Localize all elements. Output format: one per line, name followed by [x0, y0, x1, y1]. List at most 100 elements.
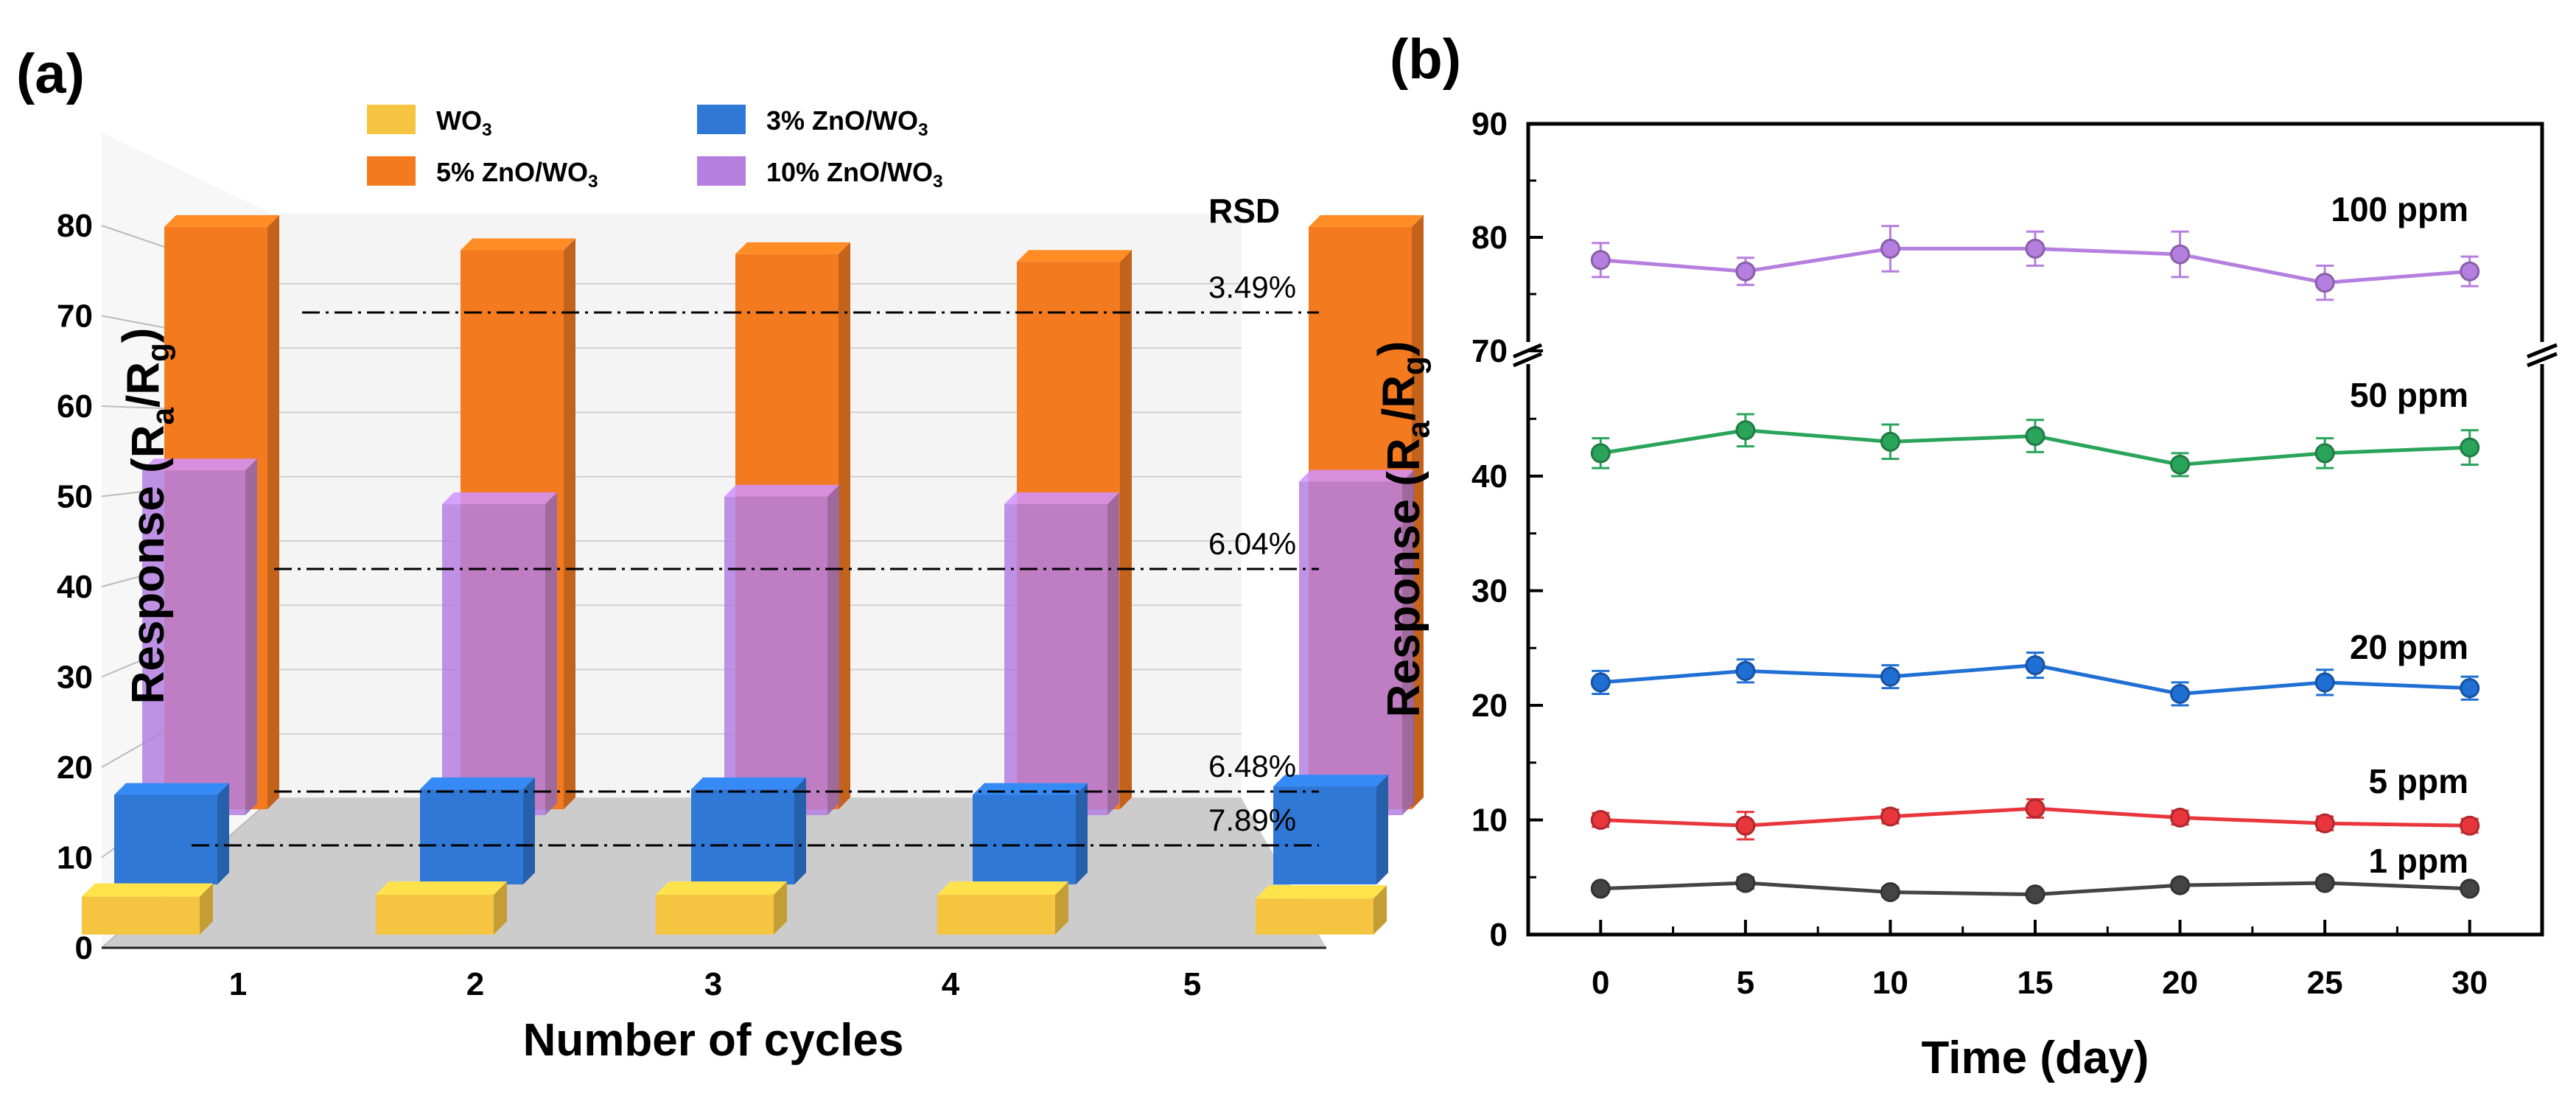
bar-3-zno-wo3-cycle-2 [420, 777, 535, 884]
bar-top [691, 777, 806, 789]
bar-side [827, 484, 839, 815]
subscript: 3 [918, 120, 928, 140]
bar-top [442, 492, 557, 505]
series-20-ppm: 20 ppm [1590, 628, 2480, 707]
legend-swatch [367, 156, 416, 186]
bar-front [376, 894, 494, 935]
bar-3-zno-wo3-cycle-5 [1273, 775, 1388, 884]
bar-top [1273, 775, 1388, 787]
data-point [2170, 454, 2191, 475]
data-point [2314, 672, 2335, 693]
data-point [1880, 431, 1900, 452]
data-point [2460, 678, 2480, 699]
bar-front [656, 894, 774, 935]
bar-front [937, 894, 1055, 935]
panel-b-label: (b) [1390, 28, 1461, 91]
legend-item: WO3 [367, 105, 492, 140]
legend-label: WO3 [436, 105, 492, 140]
bar-wo3-cycle-3 [656, 881, 787, 935]
panel-a-bar-chart: (a) 0 10 20 30 40 50 60 70 80 3.49% 6.04% 6.48% 7.8… [16, 43, 1424, 1066]
bar-top [735, 242, 850, 254]
data-point [2460, 815, 2480, 836]
axis-break-right [2526, 342, 2561, 368]
y-tick-label: 0 [75, 930, 93, 966]
subscript: g [141, 343, 175, 362]
rsd-value: 3.49% [1208, 270, 1296, 304]
y-tick-label: 0 [1490, 917, 1508, 953]
axis-break-left [1512, 342, 1544, 368]
series-label: 5 ppm [2369, 762, 2468, 800]
bar-10-zno-wo3-cycle-1 [142, 458, 257, 815]
bars [82, 214, 1424, 935]
data-point [2314, 813, 2335, 834]
rsd-value: 7.89% [1208, 803, 1296, 837]
data-point [2460, 879, 2480, 899]
bar-wo3-cycle-4 [937, 881, 1068, 935]
x-axis-title: Number of cycles [523, 1015, 904, 1066]
x-tick-label: 30 [2451, 965, 2488, 1001]
data-point [2170, 244, 2191, 265]
bar-front [442, 504, 545, 815]
bar-wo3-cycle-1 [82, 883, 213, 935]
bar-front [114, 795, 217, 884]
bar-top [1299, 469, 1414, 482]
subscript: g [1396, 356, 1431, 375]
legend-swatch [697, 105, 746, 134]
data-point [1735, 660, 1756, 681]
bar-wo3-cycle-2 [376, 881, 507, 935]
y-tick-label: 10 [57, 840, 93, 876]
bar-front [691, 789, 794, 884]
x-tick-label: 3 [704, 966, 722, 1002]
bar-10-zno-wo3-cycle-3 [724, 484, 839, 815]
legend: WO3 5% ZnO/WO3 3% ZnO/WO3 10% ZnO/WO3 [367, 105, 943, 192]
series: 100 ppm 50 ppm 20 ppm 5 ppm 1 ppm [1590, 190, 2480, 905]
y-tick-label: 30 [57, 660, 93, 696]
y-tick-label: 70 [1471, 333, 1508, 369]
y-tick-label: 40 [57, 569, 93, 605]
bar-side [774, 881, 787, 935]
series-label: 20 ppm [2350, 628, 2468, 666]
y-tick-label: 40 [1471, 458, 1508, 495]
bar-3-zno-wo3-cycle-4 [973, 783, 1088, 884]
bar-top [420, 777, 535, 789]
data-point [1590, 672, 1611, 693]
bar-top [82, 883, 213, 897]
panel-a-label: (a) [16, 43, 85, 105]
panel-b-line-chart: (b) 0 10 20 30 40 70 80 90 0 5 10 15 20 25 30 100 ppm… [1369, 28, 2561, 1083]
bar-top [461, 238, 575, 251]
bar-side [1107, 492, 1119, 815]
y-tick-label: 10 [1471, 803, 1508, 839]
data-point [2025, 426, 2045, 447]
bar-10-zno-wo3-cycle-2 [442, 492, 557, 815]
data-point [1735, 261, 1756, 282]
data-point [2460, 437, 2480, 458]
bar-side [494, 881, 507, 935]
bar-top [973, 783, 1088, 795]
data-point [1590, 443, 1611, 464]
data-point [2460, 261, 2480, 282]
bar-wo3-cycle-5 [1256, 885, 1387, 935]
series-5-ppm: 5 ppm [1590, 762, 2480, 841]
data-point [2025, 884, 2045, 905]
bar-10-zno-wo3-cycle-5 [1299, 469, 1414, 815]
series-1-ppm: 1 ppm [1590, 842, 2480, 905]
data-point [2314, 273, 2335, 293]
x-axis-ticks: 0 5 10 15 20 25 30 [1592, 920, 2488, 1001]
x-tick-label: 10 [1872, 965, 1908, 1001]
subscript: a [1401, 420, 1435, 438]
rsd-lines: 3.49% 6.04% 6.48% 7.89% [192, 270, 1319, 847]
bar-front [1299, 481, 1402, 815]
data-point [2170, 807, 2191, 828]
legend-item: 5% ZnO/WO3 [367, 156, 598, 192]
bar-top [376, 881, 507, 895]
bar-side [267, 214, 279, 809]
subscript: a [145, 407, 180, 425]
data-point [2025, 798, 2045, 819]
y-axis-ticks: 0 10 20 30 40 70 80 90 [1471, 106, 1543, 953]
bar-side [1076, 783, 1088, 884]
x-tick-label: 1 [229, 966, 247, 1002]
legend-label: 3% ZnO/WO3 [766, 105, 928, 140]
bar-10-zno-wo3-cycle-4 [1004, 492, 1119, 815]
y-tick-label: 90 [1471, 106, 1508, 142]
